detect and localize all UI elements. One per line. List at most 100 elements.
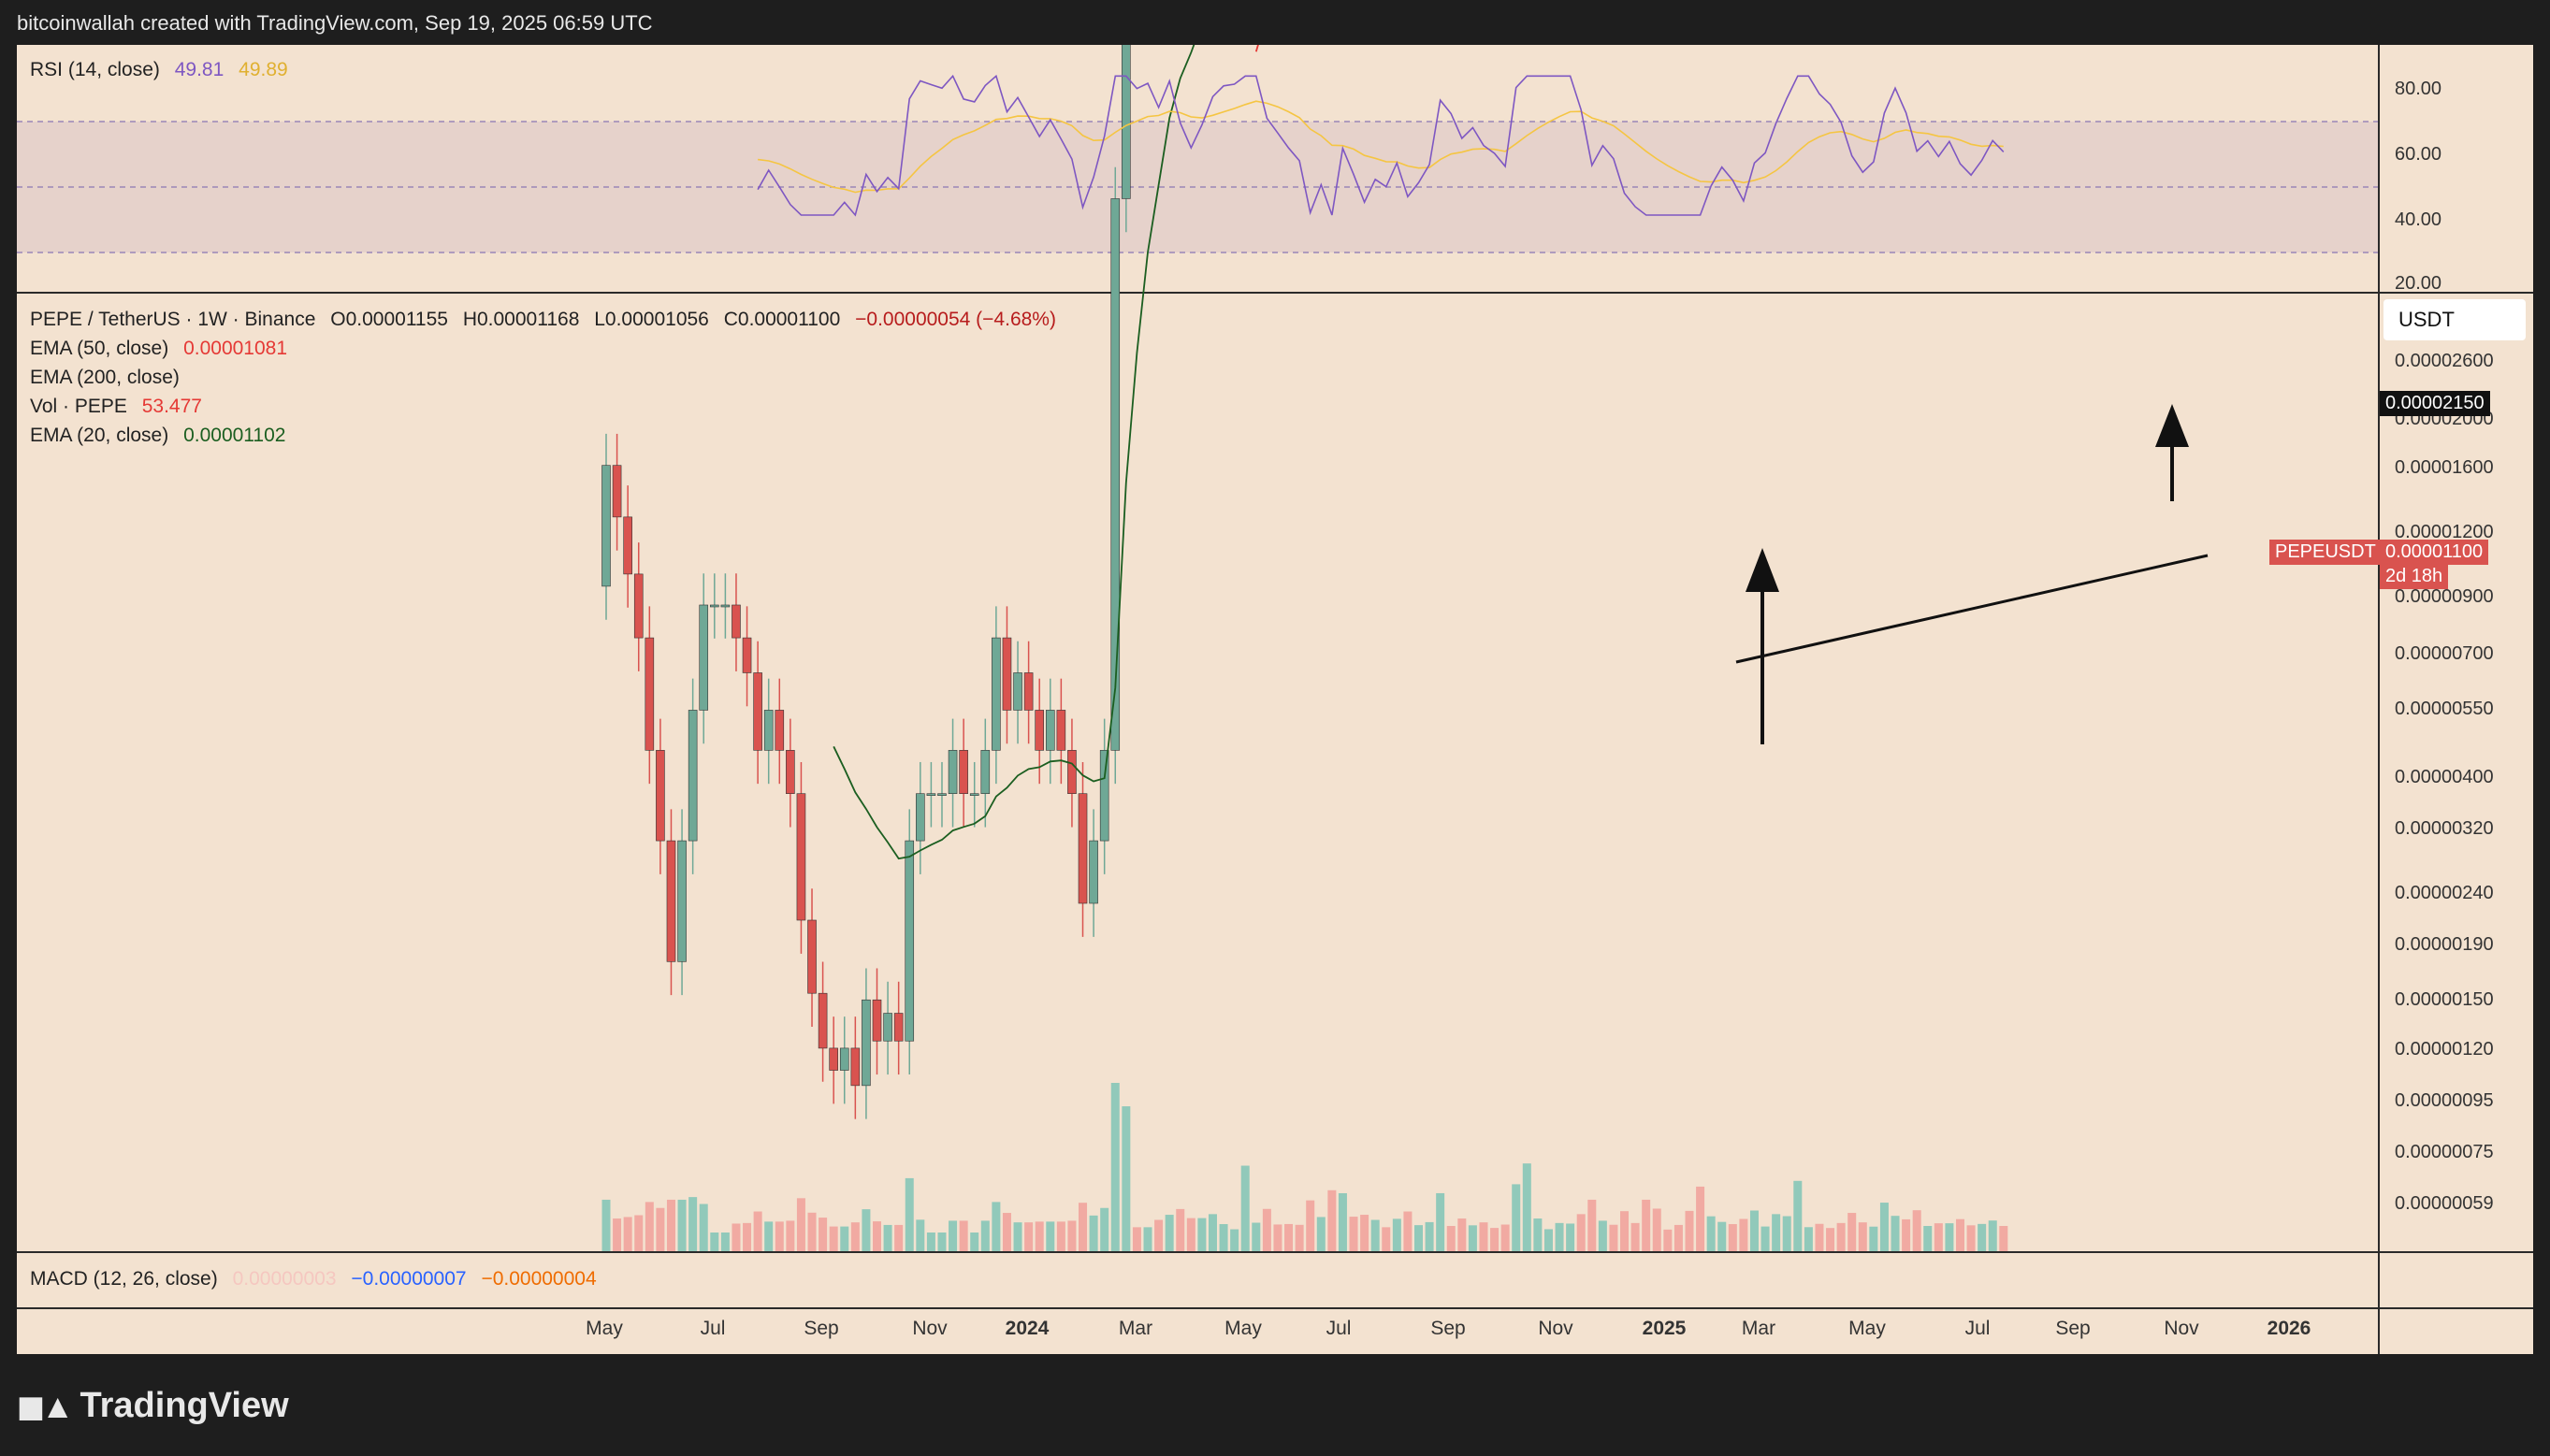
volume-bar [1230, 1229, 1239, 1251]
volume-bar [1978, 1223, 1987, 1251]
volume-bar [894, 1224, 904, 1251]
volume-bar [623, 1217, 632, 1251]
price-axis-tick: 0.00000150 [2395, 989, 2494, 1010]
candle-body [1099, 750, 1109, 842]
volume-bar [1024, 1222, 1034, 1251]
price-axis-tick: 0.00001600 [2395, 457, 2494, 478]
indicator-legend-ema200[interactable]: EMA (200, close) [30, 367, 189, 389]
candle-body [709, 604, 719, 608]
candle-body [948, 750, 958, 794]
volume-bar [1262, 1208, 1271, 1251]
volume-bar [666, 1199, 675, 1251]
chart-frame[interactable]: RSI (14, close) 49.81 49.89 80.00 60.00 … [17, 45, 2533, 1354]
volume-bar [1966, 1225, 1976, 1251]
candle-body [850, 1047, 861, 1087]
volume-bar [862, 1209, 871, 1251]
rsi-legend: RSI (14, close) 49.81 49.89 [30, 59, 297, 81]
volume-bar [1122, 1106, 1131, 1251]
price-axis-tick: 0.00000059 [2395, 1193, 2494, 1214]
volume-bar [1360, 1215, 1369, 1251]
indicator-legend-ema20[interactable]: EMA (20, close) 0.00001102 [30, 425, 295, 447]
indicator-label: EMA (20, close) [30, 425, 169, 446]
rsi-ma-legend-value: 49.89 [239, 59, 288, 80]
volume-bar [1165, 1215, 1174, 1251]
volume-bar [1349, 1217, 1358, 1251]
symbol-name[interactable]: PEPE / TetherUS · 1W · Binance [30, 309, 316, 330]
tradingview-logo-text: TradingView [80, 1386, 289, 1425]
candle-body [796, 793, 806, 921]
volume-bar [1457, 1218, 1467, 1251]
volume-bar [1652, 1208, 1661, 1251]
indicator-value: 53.477 [141, 396, 202, 417]
time-axis-tick: May [1848, 1318, 1886, 1339]
time-axis-tick: Nov [912, 1318, 948, 1339]
volume-bar [1543, 1229, 1553, 1251]
volume-bar [1728, 1224, 1737, 1251]
pole-arrow [1746, 548, 1779, 744]
ohlc-high: H0.00001168 [462, 309, 580, 330]
time-axis-tick: Nov [2164, 1318, 2199, 1339]
volume-bar [1219, 1224, 1228, 1251]
ohlc-open: O0.00001155 [330, 309, 448, 330]
ohlc-close: C0.00001100 [723, 309, 841, 330]
chart-canvas[interactable] [17, 45, 2533, 1354]
price-axis-tick: 0.00000320 [2395, 818, 2494, 839]
volume-bar [1934, 1223, 1943, 1251]
candle-body [1122, 45, 1131, 199]
candle-body [1035, 710, 1044, 751]
indicator-legend-ema50[interactable]: EMA (50, close) 0.00001081 [30, 338, 297, 360]
volume-bar [970, 1233, 979, 1251]
volume-bar [1132, 1227, 1141, 1251]
volume-bar [1446, 1226, 1456, 1251]
candle-body [807, 919, 817, 994]
time-axis-tick: 2025 [1642, 1318, 1687, 1339]
volume-bar [840, 1226, 849, 1251]
volume-bar [1500, 1224, 1510, 1251]
candle-body [645, 637, 655, 751]
tradingview-logo[interactable]: ◼▲ TradingView [17, 1386, 289, 1426]
candle-body [893, 1013, 904, 1042]
candle-body [1110, 198, 1121, 751]
candle-body [677, 840, 687, 962]
symbol-legend: PEPE / TetherUS · 1W · Binance O0.000011… [30, 309, 1065, 331]
target-price-tag: 0.00002150 [2380, 391, 2490, 416]
candle-body [666, 840, 676, 962]
volume-bar [1566, 1223, 1575, 1251]
indicator-value: 0.00001081 [183, 338, 288, 359]
volume-bar [1706, 1216, 1716, 1251]
volume-bar [1479, 1222, 1488, 1251]
volume-bar [1630, 1222, 1640, 1251]
volume-bar [1403, 1211, 1413, 1251]
symbol-price-tag: PEPEUSDT [2269, 540, 2382, 565]
candle-body [775, 710, 785, 751]
macd-histogram-value: 0.00000003 [232, 1268, 337, 1290]
time-axis-tick: Sep [804, 1318, 839, 1339]
indicator-label: EMA (50, close) [30, 338, 169, 359]
macd-legend: MACD (12, 26, close) 0.00000003 −0.00000… [30, 1268, 606, 1290]
volume-bar [873, 1221, 881, 1251]
volume-bar [1912, 1210, 1921, 1251]
indicator-legend-volume[interactable]: Vol · PEPE 53.477 [30, 396, 211, 418]
candle-body [992, 637, 1001, 751]
rsi-legend-label: RSI (14, close) [30, 59, 160, 80]
volume-bar [1945, 1223, 1954, 1251]
volume-bar [1338, 1192, 1347, 1251]
rsi-axis-tick: 40.00 [2395, 209, 2442, 230]
rsi-panel-divider [17, 292, 2533, 294]
chart-attribution: bitcoinwallah created with TradingView.c… [17, 11, 653, 35]
candle-body [818, 992, 828, 1049]
candle-body [688, 710, 698, 842]
macd-panel-divider [17, 1251, 2533, 1253]
volume-bar [1620, 1211, 1630, 1251]
volume-bar [959, 1220, 968, 1251]
ohlc-change: −0.00000054 (−4.68%) [855, 309, 1056, 330]
price-axis-divider [2378, 45, 2380, 1354]
candle-countdown-tag: 2d 18h [2380, 564, 2449, 589]
volume-bar [1749, 1210, 1759, 1251]
volume-bar [1999, 1226, 2008, 1251]
volume-bar [1035, 1221, 1044, 1251]
volume-bar [1696, 1186, 1705, 1251]
currency-selector[interactable]: USDT [2383, 299, 2526, 340]
volume-bar [753, 1211, 762, 1251]
candle-body [656, 750, 665, 842]
